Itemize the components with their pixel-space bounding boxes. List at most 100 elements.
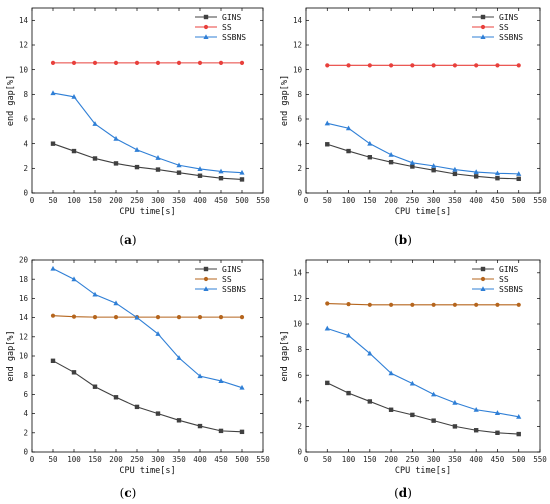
data-point-ssbns <box>324 120 330 126</box>
y-tick-label: 16 <box>19 294 29 303</box>
legend-label-gins: GINS <box>499 265 518 274</box>
panel-label: (a) <box>119 233 136 247</box>
y-tick-label: 0 <box>23 448 28 457</box>
series-line-ssbns <box>52 268 243 389</box>
data-point-ssbns <box>239 384 245 390</box>
legend-label-ss: SS <box>222 23 232 32</box>
data-point-ss <box>325 63 330 68</box>
data-point-ssbns <box>409 380 415 386</box>
series-line-ssbns <box>327 122 519 175</box>
series-line-gins <box>52 143 243 180</box>
x-tick-label: 500 <box>512 455 526 464</box>
data-point-gins <box>495 430 500 435</box>
x-axis-title: CPU time[s] <box>395 466 451 476</box>
series-line-gins <box>327 143 519 180</box>
data-point-ssbns <box>409 159 415 165</box>
series-gins <box>325 142 521 182</box>
legend-marker-gins <box>480 266 486 272</box>
data-point-ss <box>50 313 56 318</box>
data-point-ssbns <box>176 162 182 168</box>
data-point-gins <box>239 177 245 182</box>
y-axis-title: end gap[%] <box>280 330 290 381</box>
x-tick-label: 50 <box>48 196 58 205</box>
data-point-ss <box>516 302 521 307</box>
data-point-ss <box>346 63 351 68</box>
x-tick-label: 500 <box>235 196 249 205</box>
series-line-ss <box>327 302 519 306</box>
data-point-ss <box>218 60 224 65</box>
x-tick-label: 300 <box>427 196 441 205</box>
series-ss <box>50 313 245 320</box>
y-tick-label: 10 <box>19 65 29 74</box>
series-line-ssbns <box>52 92 243 174</box>
x-tick-label: 500 <box>512 196 526 205</box>
data-point-ss <box>155 315 161 320</box>
data-point-ssbns <box>388 370 394 376</box>
y-tick-label: 6 <box>23 115 28 124</box>
data-point-gins <box>388 159 394 165</box>
data-point-ss <box>92 315 98 320</box>
data-point-gins <box>388 407 394 412</box>
x-tick-label: 450 <box>491 455 505 464</box>
x-tick-label: 0 <box>30 196 35 205</box>
x-tick-label: 550 <box>533 196 547 205</box>
data-point-ss <box>474 302 479 307</box>
data-point-gins <box>197 173 203 178</box>
legend-label-gins: GINS <box>499 13 518 22</box>
x-tick-label: 350 <box>172 196 186 205</box>
x-tick-label: 0 <box>30 455 35 464</box>
y-tick-label: 10 <box>293 320 303 329</box>
data-point-gins <box>50 141 56 146</box>
legend-label-ssbns: SSBNS <box>222 285 246 294</box>
series-line-ss <box>52 315 242 318</box>
chart-panel-b: 0 50 100 150 200 250 300 350 400 450 500 550 0 2 4 6 8 10… <box>280 7 547 247</box>
x-axis-title: CPU time[s] <box>119 207 175 217</box>
data-point-ss <box>197 315 203 320</box>
legend-marker-gins <box>480 14 486 20</box>
x-tick-label: 350 <box>448 196 462 205</box>
x-tick-label: 350 <box>448 455 462 464</box>
y-tick-label: 14 <box>293 16 303 25</box>
series-ssbns <box>50 265 245 390</box>
series-ss <box>325 301 521 307</box>
x-tick-label: 250 <box>406 196 420 205</box>
legend-marker-ssbns <box>203 34 209 39</box>
data-point-gins <box>71 148 77 154</box>
y-tick-label: 6 <box>297 115 302 124</box>
x-tick-label: 200 <box>109 196 123 205</box>
y-tick-label: 0 <box>297 189 302 198</box>
data-point-ss <box>431 63 436 68</box>
data-point-ss <box>113 315 119 320</box>
data-point-gins <box>113 161 119 166</box>
x-tick-label: 150 <box>363 455 377 464</box>
data-point-gins <box>431 167 436 173</box>
data-point-gins <box>176 170 182 175</box>
y-axis-title: end gap[%] <box>6 75 16 126</box>
data-point-ssbns <box>494 170 501 176</box>
data-point-gins <box>134 164 140 170</box>
series-ss <box>50 60 245 65</box>
legend-marker-ss <box>203 276 209 282</box>
x-tick-label: 50 <box>48 455 58 464</box>
y-tick-label: 12 <box>19 41 28 50</box>
panel-label: (c) <box>120 486 137 500</box>
y-tick-label: 12 <box>293 41 302 50</box>
x-tick-label: 0 <box>304 196 309 205</box>
data-point-gins <box>218 428 224 434</box>
legend-label-ssbns: SSBNS <box>499 285 523 294</box>
data-point-gins <box>239 429 245 435</box>
data-point-ss <box>197 60 203 65</box>
y-tick-label: 4 <box>23 409 28 418</box>
data-point-ss <box>495 302 500 307</box>
panel-label: (b) <box>394 233 412 247</box>
x-tick-label: 100 <box>342 455 356 464</box>
series-line-gins <box>52 360 243 433</box>
x-tick-label: 250 <box>130 455 144 464</box>
plot-frame <box>305 259 541 453</box>
legend-label-ss: SS <box>499 23 509 32</box>
y-tick-label: 8 <box>23 90 28 99</box>
plot-frame <box>31 7 264 194</box>
data-point-ssbns <box>197 373 203 379</box>
data-point-ss <box>410 63 415 68</box>
